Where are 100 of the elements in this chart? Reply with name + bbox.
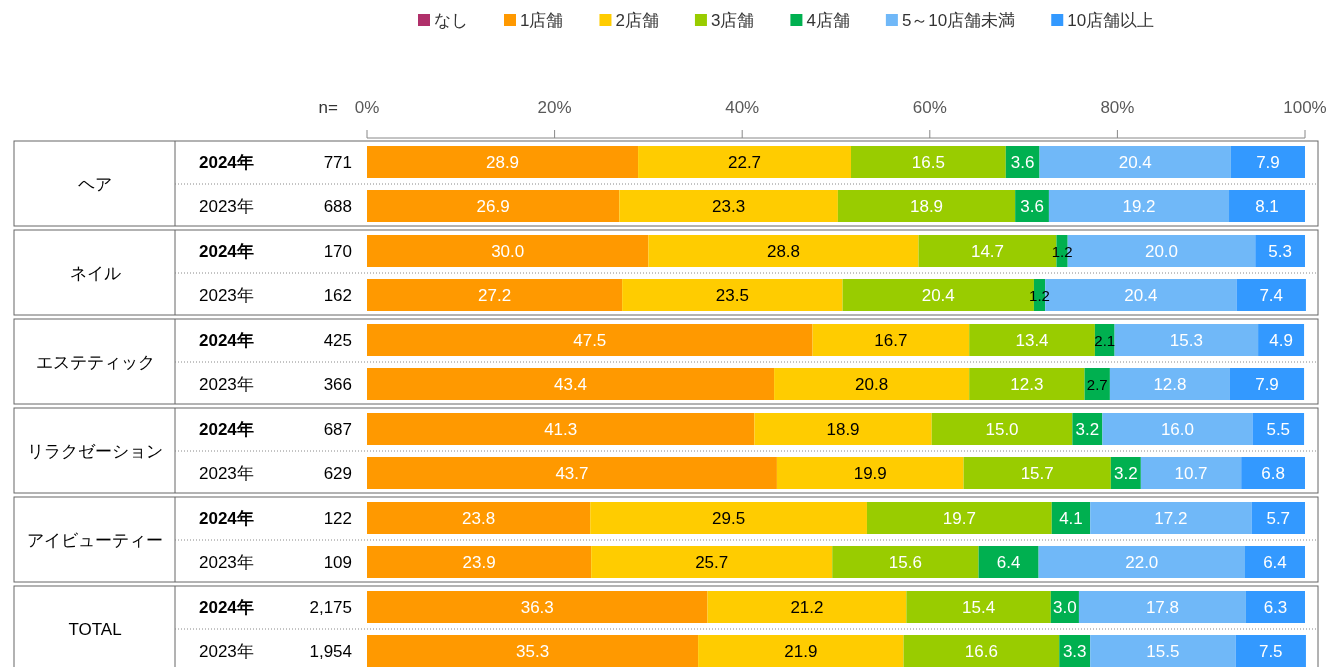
bar (978, 546, 1039, 578)
y-tick-label: 2023年 (199, 463, 254, 483)
bar (1236, 279, 1306, 311)
bar (1255, 235, 1305, 267)
bar (931, 413, 1073, 445)
text: 771 (323, 152, 352, 172)
bar (367, 279, 623, 311)
y-tick-label: 2023年 (199, 285, 254, 305)
x-tick-label: 20% (537, 97, 572, 117)
text: リラクゼーション (27, 441, 163, 461)
bar (1241, 457, 1305, 489)
data-label: 28.9 (485, 152, 520, 172)
y-tick-label: 2023年 (199, 641, 254, 661)
data-label: 35.3 (516, 641, 550, 661)
data-label: 4.9 (1269, 330, 1293, 350)
bar (1078, 591, 1246, 623)
text: ネイル (69, 263, 121, 283)
bar (367, 324, 813, 356)
bar (367, 635, 699, 667)
data-label: 5.3 (1268, 241, 1292, 261)
bar (591, 546, 833, 578)
bar (1245, 591, 1305, 623)
data-label: 12.8 (1153, 374, 1187, 394)
data-label: 17.2 (1154, 508, 1188, 528)
data-label: 20.4 (1118, 152, 1152, 172)
data-label: 19.9 (853, 463, 887, 483)
y-tick-label: 2024年 (199, 152, 254, 172)
bar (367, 591, 708, 623)
data-label: 12.3 (1010, 374, 1044, 394)
data-label: 7.9 (1255, 374, 1279, 394)
data-label: 27.2 (478, 285, 512, 305)
data-label: 20.4 (1124, 285, 1158, 305)
bar (1230, 146, 1305, 178)
bar (1244, 546, 1305, 578)
bar (774, 368, 970, 400)
y-tick-label: 2023年 (199, 196, 254, 216)
data-label: 8.1 (1255, 196, 1279, 216)
legend-label: 3店舗 (710, 10, 755, 30)
data-label: 30.0 (491, 241, 525, 261)
bar (707, 591, 907, 623)
data-label: 20.0 (1144, 241, 1179, 261)
data-label: 23.3 (712, 196, 746, 216)
text: 425 (323, 330, 352, 350)
data-label: 16.5 (911, 152, 945, 172)
data-label: 18.9 (909, 196, 944, 216)
bar (648, 235, 919, 267)
data-label: 36.3 (520, 597, 554, 617)
data-label: 16.6 (964, 641, 998, 661)
data-label: 22.7 (728, 152, 762, 172)
bar (1039, 146, 1231, 178)
bar (638, 146, 852, 178)
bar (812, 324, 970, 356)
data-label: 15.4 (962, 597, 996, 617)
bar (619, 190, 838, 222)
data-label: 14.7 (970, 241, 1005, 261)
data-label: 15.7 (1020, 463, 1054, 483)
bar (367, 235, 649, 267)
legend-label: 5～10店舗未満 (901, 10, 1016, 30)
data-label: 15.6 (888, 552, 922, 572)
data-label: 17.8 (1145, 597, 1179, 617)
data-label: 6.4 (1263, 552, 1287, 572)
bar (367, 546, 592, 578)
data-label: 2.7 (1086, 375, 1108, 393)
bar (1114, 324, 1259, 356)
bar (754, 413, 932, 445)
legend-label: 1店舗 (520, 10, 564, 30)
data-label: 6.4 (996, 552, 1021, 572)
text: TOTAL (68, 619, 122, 639)
data-label: 25.7 (695, 552, 729, 572)
text: 170 (323, 241, 352, 261)
data-label: 3.6 (1010, 152, 1035, 172)
data-label: 23.8 (462, 508, 496, 528)
data-label: 43.4 (554, 374, 588, 394)
bar (906, 591, 1051, 623)
data-label: 7.5 (1258, 641, 1283, 661)
data-label: 28.8 (766, 241, 801, 261)
data-label: 15.3 (1169, 330, 1203, 350)
data-label: 16.0 (1160, 419, 1194, 439)
bar (837, 190, 1016, 222)
legend-label: なし (434, 10, 468, 30)
data-label: 23.9 (462, 552, 496, 572)
x-tick-label: 40% (725, 97, 760, 117)
data-label: 19.2 (1122, 196, 1156, 216)
bar (969, 324, 1095, 356)
bar (367, 190, 620, 222)
data-label: 29.5 (712, 508, 746, 528)
data-label: 15.5 (1146, 641, 1180, 661)
text: アイビューティー (27, 530, 163, 550)
data-label: 6.3 (1263, 597, 1288, 617)
text: エステティック (35, 352, 155, 372)
data-label: 3.6 (1020, 196, 1044, 216)
data-label: 19.7 (942, 508, 976, 528)
data-label: 20.8 (855, 374, 889, 394)
data-label: 3.2 (1075, 419, 1100, 439)
data-label: 7.4 (1259, 285, 1284, 305)
data-label: 26.9 (476, 196, 510, 216)
text: 629 (323, 463, 352, 483)
y-tick-label: 2024年 (199, 241, 254, 261)
legend-label: 10店舗以上 (1067, 10, 1155, 30)
data-label: 4.1 (1059, 508, 1083, 528)
